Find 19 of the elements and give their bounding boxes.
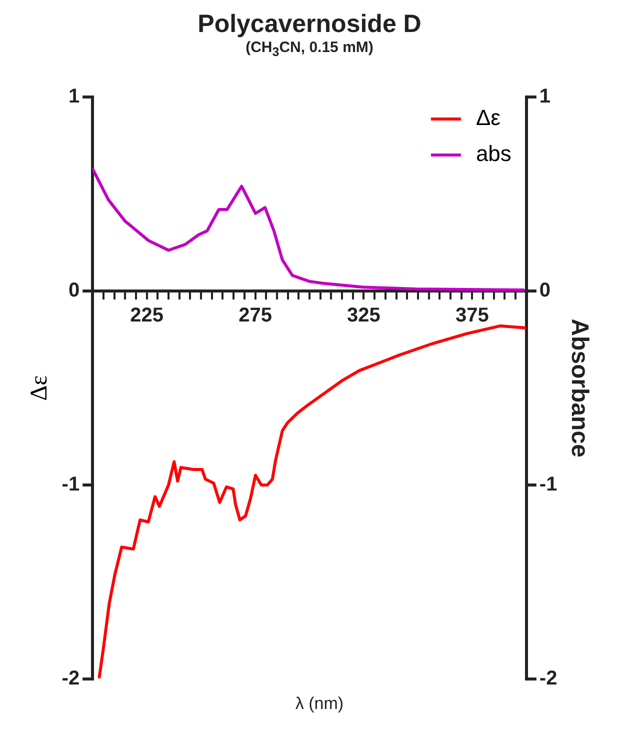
- y2-tick-label: 0: [539, 280, 551, 302]
- legend-label: Δε: [476, 105, 501, 130]
- y2-tick-label: -2: [539, 668, 558, 690]
- y-tick-label: 0: [68, 280, 80, 302]
- x-tick-label: 325: [347, 304, 380, 327]
- x-tick-label: 225: [130, 304, 164, 327]
- y2-tick-label: 1: [539, 86, 551, 108]
- y2-axis-title: Absorbance: [566, 318, 593, 458]
- y-tick-label: -2: [62, 668, 80, 690]
- y-axis-title: Δε: [26, 375, 53, 401]
- x-tick-label: 375: [456, 304, 489, 327]
- x-axis-title: λ (nm): [294, 694, 345, 714]
- chart-subtitle: (CH$_{3}$CN, 0.15 mM): [244, 39, 374, 59]
- legend-label: abs: [476, 141, 512, 166]
- x-tick-label: 275: [238, 304, 272, 327]
- y2-tick-label: -1: [539, 474, 558, 496]
- chart-title: Polycavernoside D: [196, 10, 422, 39]
- y-tick-label: 1: [68, 86, 80, 108]
- y-tick-label: -1: [62, 474, 80, 496]
